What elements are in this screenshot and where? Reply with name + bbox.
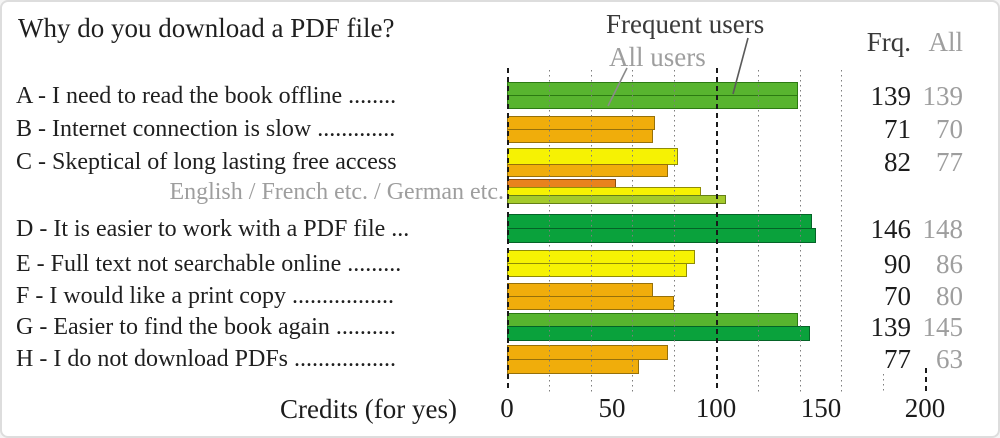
bar-E-frequent xyxy=(507,250,695,264)
column-header-frq: Frq. xyxy=(866,27,911,57)
gridline-20 xyxy=(549,70,550,392)
x-tick-50: 50 xyxy=(598,393,626,423)
value-frq-A: 139 xyxy=(870,81,912,111)
row-label-H: H - I do not download PDFs .............… xyxy=(16,346,397,372)
bar-A-frequent xyxy=(507,82,798,96)
value-frq-G: 139 xyxy=(870,312,912,342)
x-tick-150: 150 xyxy=(800,393,842,423)
x-tick-100: 100 xyxy=(695,393,737,423)
row-label-E: E - Full text not searchable online ....… xyxy=(16,251,402,277)
bar-E-all xyxy=(507,263,687,277)
row-label-D: D - It is easier to work with a PDF file… xyxy=(16,216,410,242)
value-all-F: 80 xyxy=(936,281,963,311)
value-frq-F: 70 xyxy=(884,281,911,311)
bar-H-frequent xyxy=(507,345,668,360)
bar-C-frequent xyxy=(507,148,678,165)
gridline-120 xyxy=(758,70,759,392)
value-frq-H: 77 xyxy=(884,344,911,374)
value-frq-D: 146 xyxy=(870,214,912,244)
value-all-H: 63 xyxy=(936,344,963,374)
bar-language-german-etc- xyxy=(507,195,726,204)
reference-line-0 xyxy=(507,68,509,392)
value-frq-B: 71 xyxy=(884,114,911,144)
row-label-B: B - Internet connection is slow ........… xyxy=(16,116,396,142)
bar-G-frequent xyxy=(507,313,798,327)
value-all-G: 145 xyxy=(922,312,964,342)
bar-H-all xyxy=(507,359,639,374)
bar-C-all xyxy=(507,164,668,177)
x-axis-label: Credits (for yes) xyxy=(280,394,457,424)
bar-A-all xyxy=(507,95,798,109)
x-tick-0: 0 xyxy=(500,393,514,423)
column-header-all: All xyxy=(928,27,963,57)
bar-G-all xyxy=(507,326,810,341)
legend-frequent-users: Frequent users xyxy=(606,9,765,39)
reference-line-200 xyxy=(925,368,927,392)
gridline-160 xyxy=(841,70,842,392)
x-tick-200: 200 xyxy=(904,393,946,423)
value-all-E: 86 xyxy=(936,249,963,279)
chart-title: Why do you download a PDF file? xyxy=(18,13,395,43)
gridline-80 xyxy=(674,70,675,392)
gridline-180 xyxy=(883,374,884,392)
row-label-F: F - I would like a print copy ..........… xyxy=(16,283,394,309)
row-label-G: G - Easier to find the book again ......… xyxy=(16,314,396,340)
bar-D-all xyxy=(507,228,816,243)
value-frq-E: 90 xyxy=(884,249,911,279)
row-label-C: C - Skeptical of long lasting free acces… xyxy=(16,149,397,175)
language-breakdown-label: English / French etc. / German etc. xyxy=(169,179,504,205)
reference-line-100 xyxy=(716,68,718,392)
value-all-B: 70 xyxy=(936,114,963,144)
value-all-C: 77 xyxy=(936,147,963,177)
value-frq-C: 82 xyxy=(884,147,911,177)
bar-D-frequent xyxy=(507,214,812,229)
value-all-D: 148 xyxy=(922,214,964,244)
row-label-A: A - I need to read the book offline ....… xyxy=(16,83,397,109)
value-all-A: 139 xyxy=(922,81,964,111)
gridline-40 xyxy=(591,70,592,392)
gridline-140 xyxy=(800,70,801,392)
gridline-60 xyxy=(632,70,633,392)
legend-all-users: All users xyxy=(609,42,706,72)
